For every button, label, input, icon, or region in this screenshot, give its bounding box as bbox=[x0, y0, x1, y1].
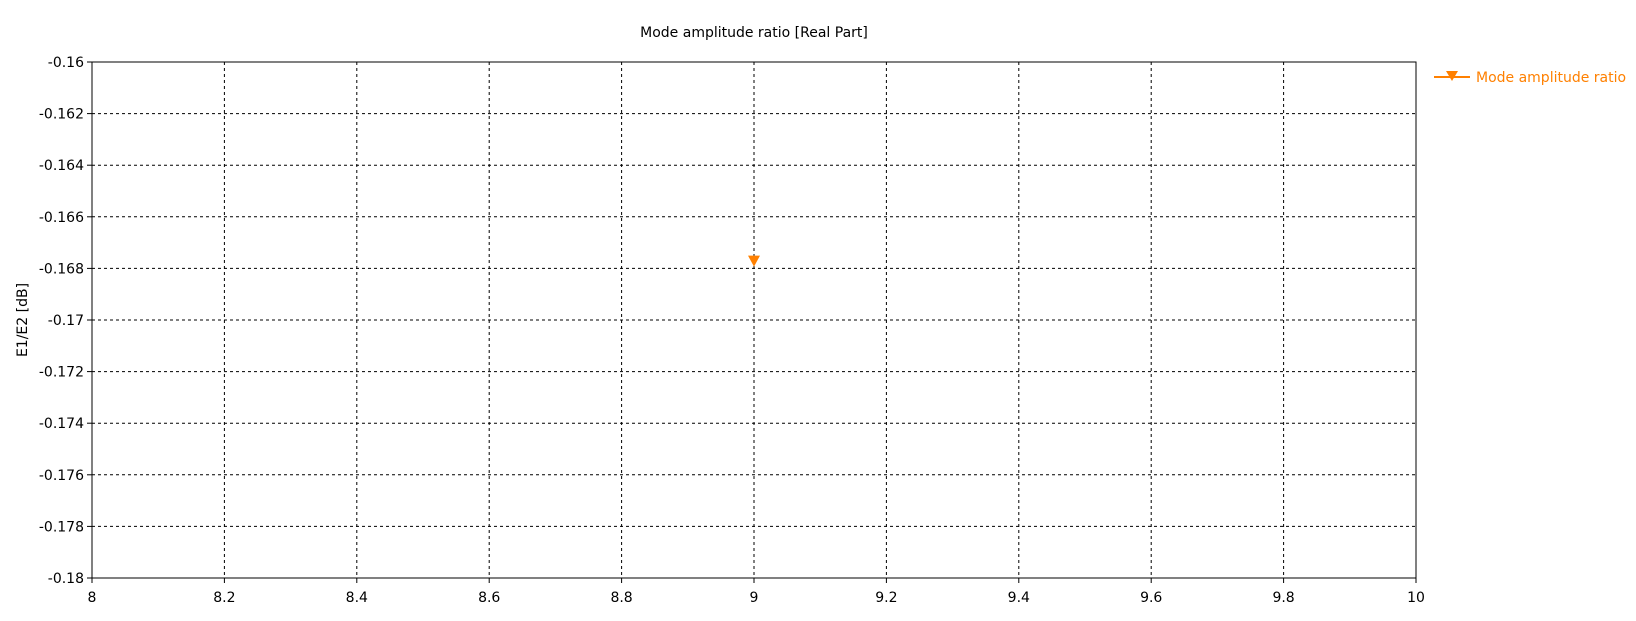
series-layer bbox=[748, 255, 760, 267]
y-tick-label: -0.16 bbox=[48, 55, 84, 71]
chart-title: Mode amplitude ratio [Real Part] bbox=[640, 25, 868, 41]
x-tick-label: 9.6 bbox=[1140, 590, 1162, 606]
legend-marker bbox=[1446, 71, 1458, 81]
x-tick-label: 8.2 bbox=[213, 590, 235, 606]
y-tick-label: -0.172 bbox=[39, 365, 84, 381]
y-tick-label: -0.18 bbox=[48, 571, 84, 587]
y-tick-label: -0.168 bbox=[39, 261, 84, 277]
y-tick-label: -0.176 bbox=[39, 468, 84, 484]
y-tick-label: -0.178 bbox=[39, 519, 84, 535]
y-tick-label: -0.162 bbox=[39, 107, 84, 123]
y-tick-label: -0.166 bbox=[39, 210, 84, 226]
y-tick-label: -0.164 bbox=[39, 158, 84, 174]
data-point bbox=[748, 255, 760, 267]
y-tick-label: -0.174 bbox=[39, 416, 84, 432]
x-tick-label: 9.4 bbox=[1008, 590, 1030, 606]
legend-label: Mode amplitude ratio bbox=[1476, 70, 1626, 86]
x-tick-label: 9.8 bbox=[1272, 590, 1294, 606]
x-tick-label: 9.2 bbox=[875, 590, 897, 606]
y-axis: -0.16 -0.162 -0.164 -0.166 -0.168 -0.17 -0.172… bbox=[39, 55, 92, 587]
x-axis: 8 8.2 8.4 8.6 8.8 9 9.2 9.4 9.6 9.8 10 bbox=[88, 578, 1425, 606]
x-tick-label: 9 bbox=[750, 590, 759, 606]
x-tick-label: 10 bbox=[1407, 590, 1425, 606]
x-tick-label: 8.8 bbox=[610, 590, 632, 606]
x-tick-label: 8.4 bbox=[346, 590, 368, 606]
x-tick-label: 8.6 bbox=[478, 590, 500, 606]
y-tick-label: -0.17 bbox=[48, 313, 84, 329]
grid bbox=[92, 62, 1416, 578]
y-axis-label: E1/E2 [dB] bbox=[15, 283, 31, 357]
legend: Mode amplitude ratio bbox=[1434, 70, 1626, 86]
x-tick-label: 8 bbox=[88, 590, 97, 606]
